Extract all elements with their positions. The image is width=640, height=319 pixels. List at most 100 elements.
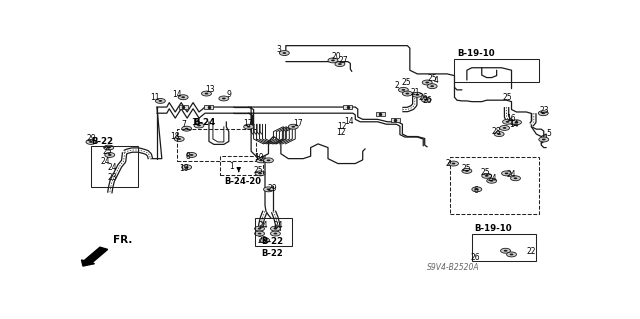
Text: 29: 29 [268,184,277,193]
Circle shape [502,171,511,176]
Circle shape [189,154,193,156]
Circle shape [426,82,429,84]
Circle shape [412,92,422,97]
Text: 24: 24 [259,221,268,230]
Circle shape [424,99,428,100]
Text: 3: 3 [276,45,281,54]
Text: B-19-10: B-19-10 [457,49,495,58]
Circle shape [273,233,277,234]
Circle shape [494,132,504,137]
Circle shape [271,226,280,231]
Text: B-22: B-22 [91,137,113,146]
Text: 20: 20 [331,52,340,61]
Circle shape [89,141,93,143]
Text: 16: 16 [506,114,515,123]
Text: 18: 18 [170,131,180,141]
Circle shape [187,152,196,157]
Circle shape [338,63,342,65]
Circle shape [182,126,191,131]
Circle shape [507,252,516,257]
Circle shape [255,171,265,176]
Text: 25: 25 [461,165,470,174]
Circle shape [260,238,269,243]
Bar [449,157,539,214]
Bar [179,105,188,109]
Circle shape [472,187,482,192]
Circle shape [185,166,189,168]
Text: 1: 1 [229,161,234,171]
Circle shape [258,173,262,174]
Text: 17: 17 [243,119,252,128]
Circle shape [475,189,479,190]
Circle shape [504,250,508,252]
Bar [391,118,400,122]
Circle shape [452,163,456,165]
Text: 24: 24 [507,170,516,179]
Text: 10: 10 [253,153,264,162]
Text: 11: 11 [150,93,160,102]
Bar [91,146,138,187]
Text: B-24-20: B-24-20 [224,177,261,186]
Text: 19: 19 [179,165,189,174]
Circle shape [178,95,188,100]
Text: 29: 29 [86,135,96,144]
Circle shape [264,158,273,163]
Circle shape [194,123,204,128]
Circle shape [108,154,111,156]
Circle shape [422,80,432,85]
Text: 2: 2 [445,159,451,168]
Text: 14: 14 [344,117,354,126]
Bar [344,105,352,109]
Circle shape [256,158,266,163]
Circle shape [247,126,250,128]
Text: 12: 12 [337,122,347,131]
Circle shape [107,147,111,149]
Text: 12: 12 [337,128,346,137]
Text: 15: 15 [191,118,201,127]
Circle shape [156,99,165,103]
Bar [205,105,213,109]
Text: 25: 25 [102,147,112,156]
Circle shape [219,96,229,101]
Text: 24: 24 [488,174,497,183]
Text: B-19-10: B-19-10 [474,224,512,233]
Text: 26: 26 [471,253,481,262]
Circle shape [502,119,513,124]
Circle shape [505,173,508,174]
Circle shape [539,137,548,142]
Text: 7: 7 [182,120,187,129]
Circle shape [335,62,345,67]
Circle shape [185,128,189,130]
Circle shape [506,121,509,123]
Text: 26: 26 [422,96,432,105]
Circle shape [502,127,506,129]
Text: 22: 22 [527,248,536,256]
Circle shape [485,175,488,177]
Bar [376,112,385,116]
Circle shape [273,228,277,230]
Circle shape [462,168,472,174]
Text: 23: 23 [108,173,117,182]
Text: S9V4-B2520A: S9V4-B2520A [428,263,480,272]
Text: B-24: B-24 [193,118,216,127]
Circle shape [514,177,517,179]
Text: 24: 24 [101,157,111,166]
Circle shape [401,89,405,91]
Circle shape [399,87,408,92]
Bar [177,129,256,161]
Circle shape [174,137,184,141]
Circle shape [449,161,458,166]
Circle shape [259,160,263,161]
Circle shape [331,59,335,61]
Circle shape [244,124,253,129]
Text: 6: 6 [474,186,478,195]
Text: B-22: B-22 [262,249,284,258]
Text: 13: 13 [205,85,215,94]
Text: 8: 8 [186,152,191,161]
Circle shape [500,125,509,130]
Circle shape [430,85,434,87]
Circle shape [497,133,501,135]
Text: 9: 9 [227,90,231,99]
Text: 23: 23 [258,236,268,245]
Circle shape [264,187,273,192]
